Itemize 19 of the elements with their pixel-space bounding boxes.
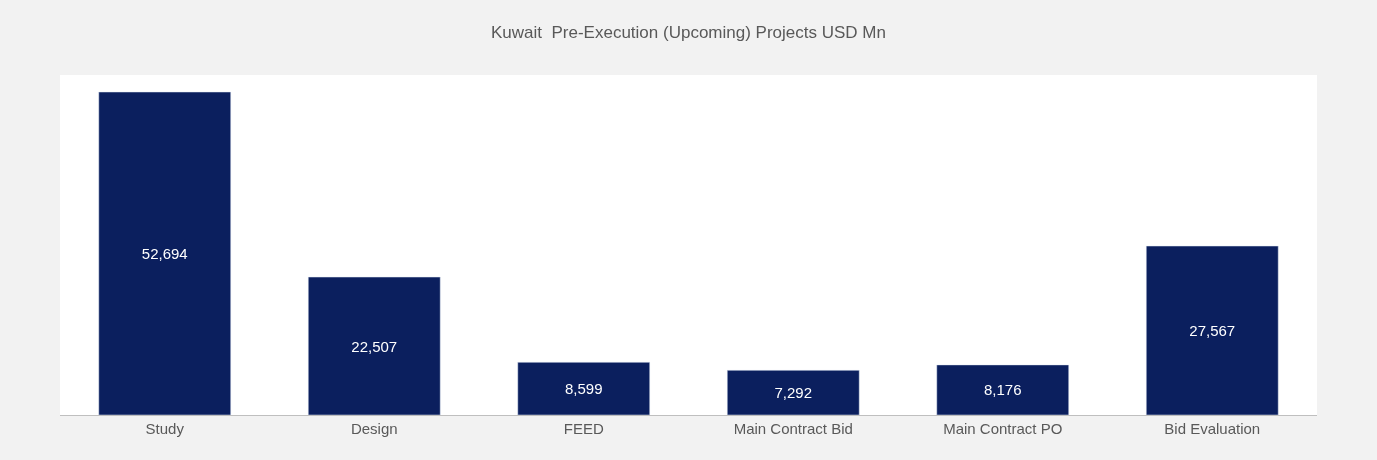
x-tick-label: FEED xyxy=(563,420,604,437)
x-tick-label: Bid Evaluation xyxy=(1164,420,1261,437)
data-label: 27,567 xyxy=(1189,322,1236,340)
data-label: 8,176 xyxy=(983,381,1022,399)
bar xyxy=(727,370,860,415)
bar xyxy=(1146,245,1279,415)
bar xyxy=(98,91,231,415)
x-tick-label: Study xyxy=(145,420,185,437)
x-tick-label: Design xyxy=(350,420,398,437)
x-tick-label: Main Contract Bid xyxy=(733,420,853,437)
bar xyxy=(308,276,441,415)
data-label: 52,694 xyxy=(141,245,188,262)
data-label: 8,599 xyxy=(564,380,603,398)
bar xyxy=(517,362,650,415)
chart-title: Kuwait Pre-Execution (Upcoming) Projects USD Mn xyxy=(491,23,886,43)
data-label: 22,507 xyxy=(351,337,398,355)
data-label: 7,292 xyxy=(774,384,813,402)
x-tick-label: Main Contract PO xyxy=(943,420,1063,437)
bar xyxy=(936,364,1069,415)
